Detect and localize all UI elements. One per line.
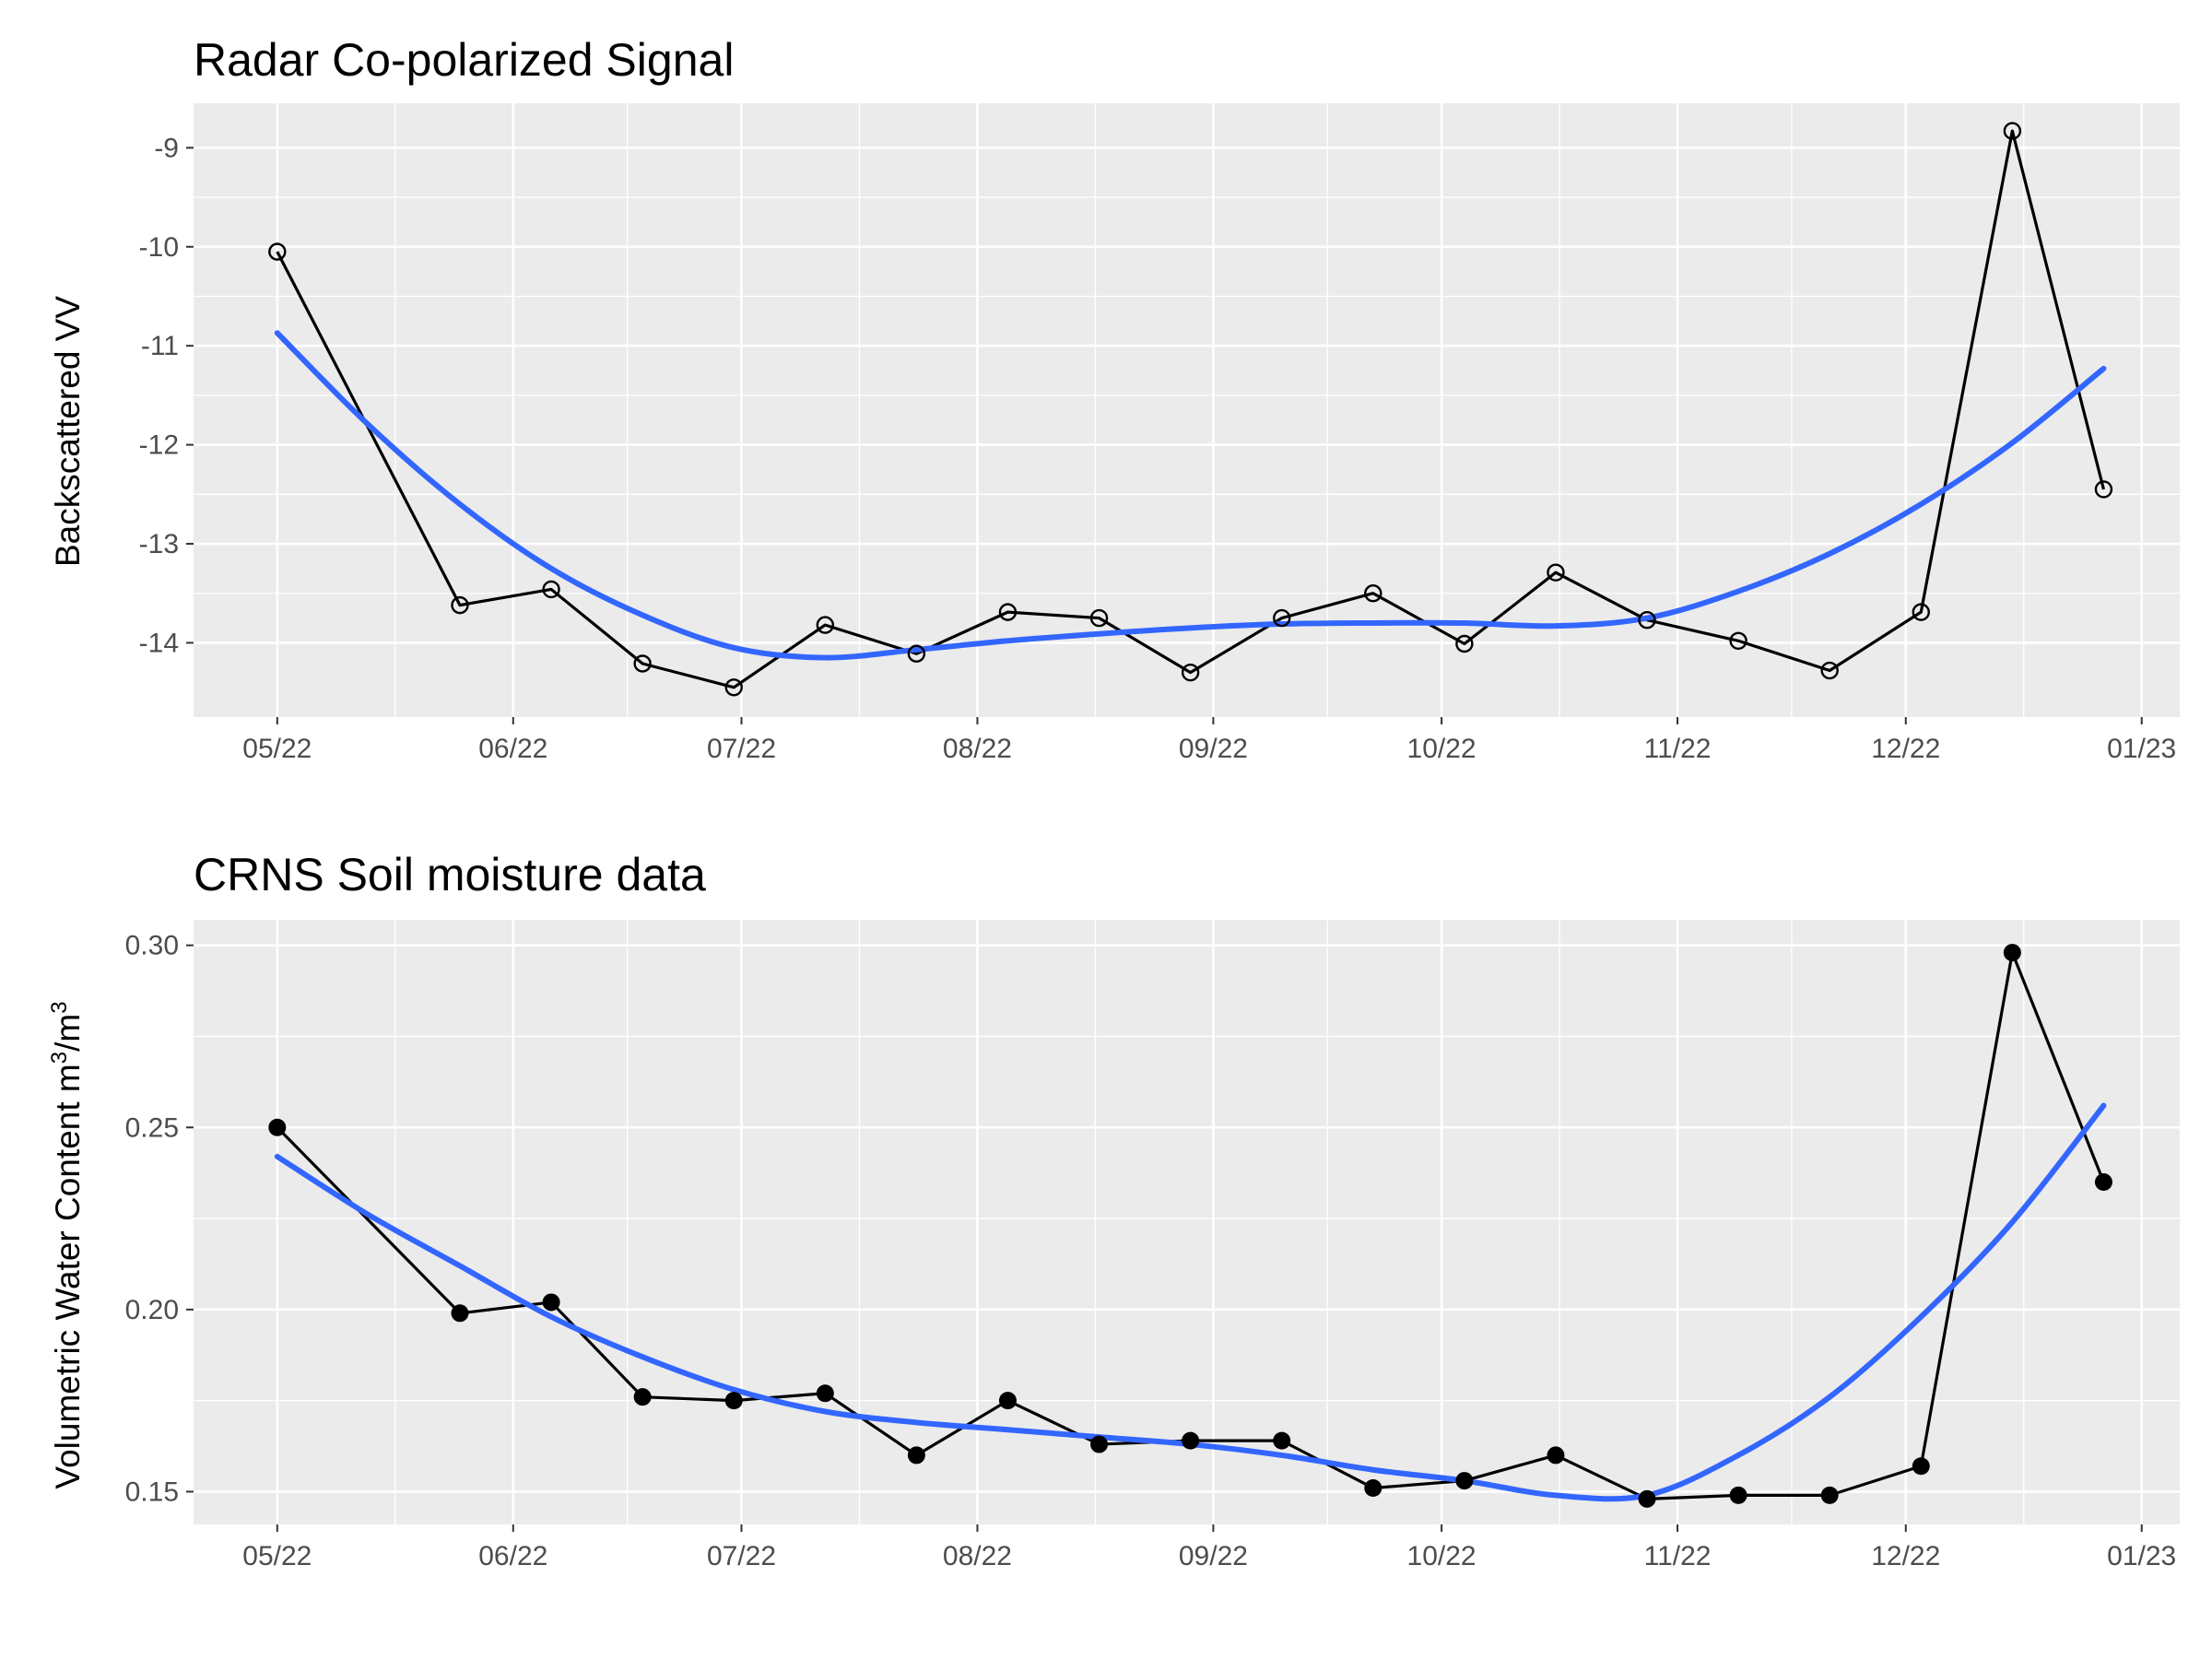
x-tick-label: 05/22 xyxy=(242,734,312,764)
data-point xyxy=(1820,1486,1839,1504)
y-tick-label: 0.15 xyxy=(125,1477,179,1507)
y-tick-label: -13 xyxy=(139,529,179,559)
minor-gridlines xyxy=(194,103,2180,717)
data-point xyxy=(1273,608,1291,628)
data-point xyxy=(1547,1446,1565,1465)
x-tick-label: 07/22 xyxy=(707,734,776,764)
data-point xyxy=(268,1118,287,1136)
data-point xyxy=(1547,563,1565,582)
data-point xyxy=(1090,1435,1109,1453)
x-tick-label: 08/22 xyxy=(943,734,1012,764)
y-tick-label: 0.20 xyxy=(125,1295,179,1325)
x-tick-label: 01/23 xyxy=(2107,1541,2176,1571)
x-tick-label: 11/22 xyxy=(1644,1541,1712,1571)
y-tick-labels: -14 -13 -12 -11 -10 -9 xyxy=(139,133,179,658)
data-point xyxy=(542,1293,560,1312)
data-point xyxy=(1912,1457,1930,1476)
x-tick-label: 11/22 xyxy=(1644,734,1712,764)
x-tick-label: 06/22 xyxy=(478,734,547,764)
data-point xyxy=(1638,1489,1656,1508)
y-tick-label: -11 xyxy=(141,331,179,361)
smooth-fit-line xyxy=(274,330,2107,661)
axis-ticks xyxy=(186,147,2143,724)
data-point xyxy=(1273,1431,1291,1450)
y-axis-title: Backscattered VV xyxy=(49,296,87,567)
data-point xyxy=(1089,608,1109,628)
major-gridlines xyxy=(194,103,2180,717)
data-point xyxy=(1455,634,1474,653)
x-tick-labels: 05/22 06/22 07/22 08/22 09/22 10/22 11/22 12/22… xyxy=(242,734,2176,764)
data-point xyxy=(1820,661,1839,680)
y-tick-label: -12 xyxy=(139,430,179,461)
chart-title: CRNS Soil moisture data xyxy=(194,849,706,900)
minor-gridlines xyxy=(194,920,2180,1524)
x-tick-label: 05/22 xyxy=(242,1541,312,1571)
data-point xyxy=(451,1304,469,1323)
data-point xyxy=(1181,663,1200,682)
plot-background xyxy=(194,920,2180,1524)
data-point xyxy=(816,616,835,634)
data-point xyxy=(1729,1486,1747,1504)
observed-series-line xyxy=(276,950,2105,1500)
data-series xyxy=(268,944,2112,1508)
y-axis-title-exponent: 3 xyxy=(47,1052,72,1064)
x-tick-label: 10/22 xyxy=(1407,1541,1477,1571)
data-point xyxy=(2003,944,2021,962)
data-point xyxy=(998,1392,1017,1410)
y-tick-label: 0.30 xyxy=(125,931,179,961)
plot-background xyxy=(194,103,2180,717)
y-axis-title: Volumetric Water Content m3/m3 xyxy=(47,1001,87,1488)
data-point xyxy=(1455,1472,1474,1490)
x-tick-label: 10/22 xyxy=(1407,734,1477,764)
data-point xyxy=(1912,603,1930,621)
data-point xyxy=(1364,584,1382,603)
chart-title: Radar Co-polarized Signal xyxy=(194,34,734,86)
y-tick-label: -9 xyxy=(154,133,179,163)
data-point xyxy=(1729,631,1747,650)
data-point xyxy=(724,678,743,697)
y-axis-title-divider: /m xyxy=(49,1014,87,1052)
x-tick-label: 01/23 xyxy=(2107,734,2176,764)
data-point xyxy=(816,1384,834,1403)
x-tick-label: 07/22 xyxy=(707,1541,776,1571)
x-tick-label: 12/22 xyxy=(1871,1541,1940,1571)
data-point xyxy=(2094,1173,2112,1192)
radar-chart-panel: Radar Co-polarized Signal Backscattered … xyxy=(49,34,2180,764)
x-tick-labels: 05/22 06/22 07/22 08/22 09/22 10/22 11/22 12/22… xyxy=(242,1541,2176,1571)
data-point xyxy=(1364,1478,1382,1497)
data-point xyxy=(2003,122,2022,140)
x-tick-label: 09/22 xyxy=(1179,1541,1248,1571)
data-point xyxy=(1638,611,1656,629)
x-tick-label: 09/22 xyxy=(1179,734,1248,764)
data-point xyxy=(633,1388,652,1406)
y-axis-title-exponent: 3 xyxy=(47,1001,72,1013)
x-tick-label: 06/22 xyxy=(478,1541,547,1571)
axis-ticks xyxy=(186,944,2143,1532)
data-point xyxy=(542,580,560,599)
data-point xyxy=(724,1392,743,1410)
y-tick-label: 0.25 xyxy=(125,1112,179,1143)
major-gridlines xyxy=(194,920,2180,1524)
data-point xyxy=(268,242,287,261)
y-tick-labels: 0.15 0.20 0.25 0.30 xyxy=(125,931,179,1508)
data-point xyxy=(1182,1431,1200,1450)
data-point xyxy=(998,603,1018,621)
data-point xyxy=(2094,480,2113,499)
data-point xyxy=(633,654,652,673)
data-point xyxy=(451,595,469,615)
y-tick-label: -10 xyxy=(139,232,179,263)
soil-moisture-chart-panel: CRNS Soil moisture data Volumetric Water… xyxy=(47,849,2180,1571)
data-point xyxy=(907,1446,925,1465)
observed-series-line xyxy=(276,129,2105,689)
y-tick-label: -14 xyxy=(139,628,179,658)
y-axis-title-main: Volumetric Water Content m xyxy=(49,1064,87,1488)
data-series xyxy=(268,122,2113,697)
data-point xyxy=(907,644,926,663)
x-tick-label: 12/22 xyxy=(1871,734,1940,764)
smooth-fit-line xyxy=(274,1102,2107,1502)
x-tick-label: 08/22 xyxy=(943,1541,1012,1571)
